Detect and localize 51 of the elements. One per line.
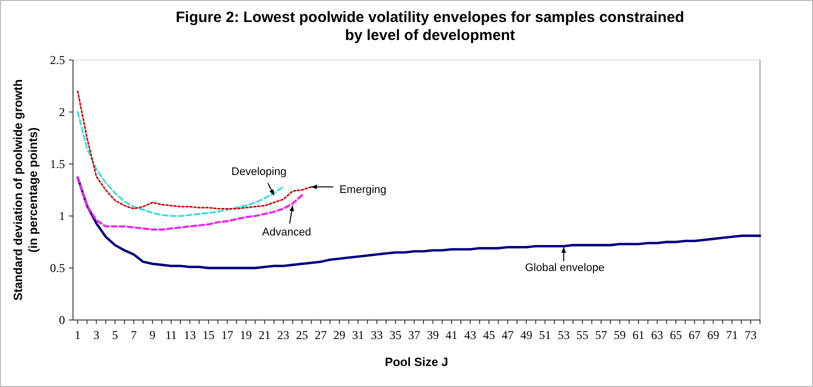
x-tick-label: 65 [670,328,682,342]
x-tick-label: 21 [258,328,271,342]
y-tick-label: 1 [59,209,65,223]
x-tick-label: 29 [333,328,346,342]
x-tick-label: 39 [426,328,439,342]
x-tick-label: 41 [446,328,458,342]
x-tick-label: 31 [352,328,364,342]
x-tick-label: 17 [221,328,234,342]
y-tick-label: 2.5 [50,53,65,67]
x-tick-label: 45 [482,328,495,342]
x-tick-label: 11 [165,328,177,342]
x-tick-label: 13 [184,328,196,342]
x-tick-label: 69 [707,328,720,342]
annotation: Developing [231,166,286,178]
x-tick-label: 5 [112,328,118,342]
x-tick-label: 25 [296,328,308,342]
annotation: Emerging [339,184,386,196]
x-tick-label: 3 [93,328,100,342]
x-tick-label: 19 [240,328,252,342]
x-tick-label: 55 [576,328,588,342]
x-tick-label: 7 [130,328,137,342]
x-tick-label: 57 [595,328,608,342]
y-axis-title: Standard deviation of poolwide growth (in percentage points) [11,79,40,301]
x-axis-title: Pool Size J [384,355,448,369]
x-tick-label: 27 [314,328,327,342]
x-tick-label: 47 [502,328,514,342]
x-tick-label: 1 [74,328,81,342]
x-tick-label: 51 [539,328,552,342]
x-tick-label: 53 [558,328,570,342]
x-tick-label: 61 [632,328,644,342]
x-tick-label: 73 [744,328,757,342]
annotation: Advanced [262,226,312,239]
x-tick-label: 63 [651,328,664,342]
x-tick-label: 37 [408,328,420,342]
y-tick-label: 2 [59,105,65,119]
chart-title: Figure 2: Lowest poolwide volatility envelopes for samples constrained by level of development [176,9,684,44]
x-tick-label: 59 [614,328,626,342]
x-tick-label: 49 [520,328,532,342]
annotation: Global envelope [524,262,604,274]
x-tick-label: 33 [370,328,383,342]
line-series [76,111,284,217]
x-tick-label: 15 [202,328,215,342]
y-tick-label: 1.5 [50,157,65,171]
x-tick-label: 23 [277,328,290,342]
x-tick-label: 9 [149,328,156,342]
y-tick-label: 0.5 [50,261,65,275]
x-tick-label: 35 [389,328,402,342]
x-tick-label: 43 [464,328,476,342]
x-tick-label: 71 [726,328,738,342]
y-tick-label: 0 [59,313,65,327]
x-tick-label: 67 [688,328,701,342]
